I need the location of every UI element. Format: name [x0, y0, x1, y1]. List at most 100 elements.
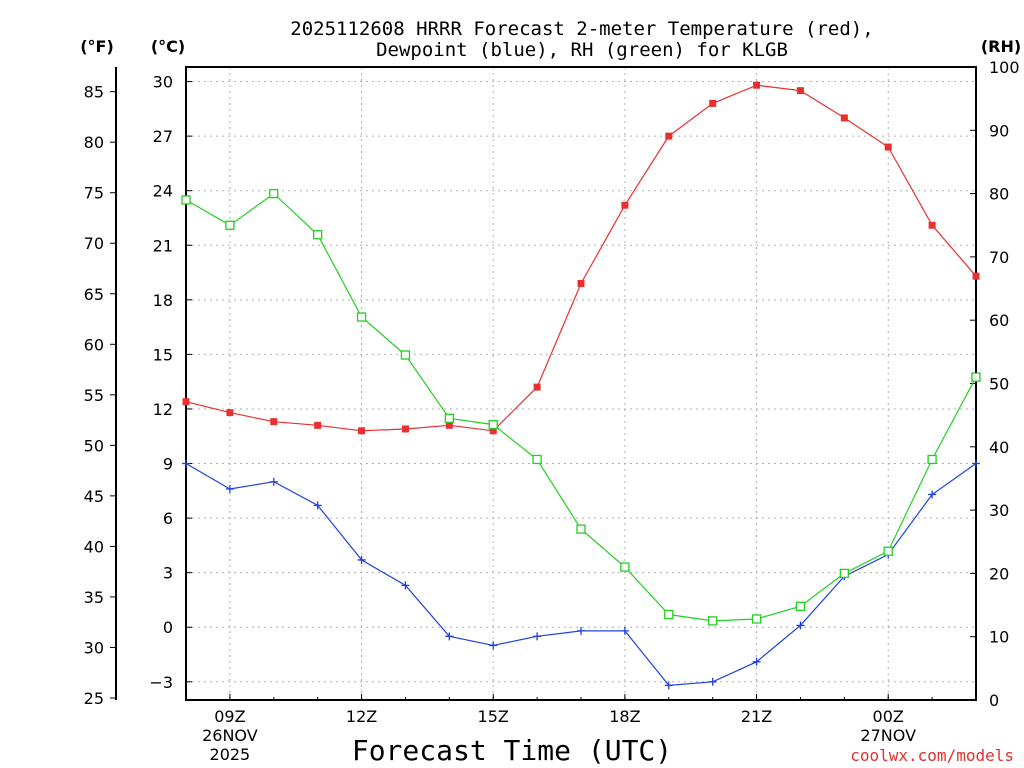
rh-point [269, 188, 279, 199]
credit-text: coolwx.com/models [850, 746, 1014, 765]
celsius-tick-label: 15 [153, 345, 173, 364]
temperature-series [182, 81, 980, 435]
rh-tick-label: 70 [989, 248, 1009, 267]
rh-point [620, 562, 630, 572]
celsius-tick-label: 12 [153, 400, 173, 419]
temperature-point [445, 421, 453, 429]
dewpoint-point [928, 490, 937, 499]
x-tick-label: 00Z [873, 707, 904, 726]
dewpoint-point [708, 677, 717, 686]
rh-point [576, 524, 586, 534]
rh-point [708, 616, 718, 626]
dewpoint-point [796, 621, 805, 630]
rh-point [181, 195, 191, 205]
rh-tick-label: 10 [989, 628, 1009, 647]
x-tick-label: 27NOV [860, 726, 916, 745]
fahrenheit-tick-label: 45 [84, 487, 104, 506]
fahrenheit-tick-label: 50 [84, 436, 104, 455]
rh-point [664, 609, 674, 620]
x-tick-label: 21Z [741, 707, 772, 726]
dewpoint-point [533, 632, 542, 641]
temperature-point [796, 87, 804, 95]
temperature-line [185, 84, 977, 432]
dewpoint-point [313, 501, 322, 510]
rh-tick-label: 30 [989, 501, 1009, 520]
rh-point [400, 350, 411, 360]
rh-tick-label: 80 [989, 185, 1009, 204]
rh-tick-label: 20 [989, 564, 1009, 583]
temperature-point [928, 221, 936, 229]
temperature-point [401, 425, 409, 433]
fahrenheit-tick-label: 40 [84, 537, 104, 556]
celsius-tick-label: 18 [153, 291, 173, 310]
fahrenheit-tick-label: 85 [84, 83, 104, 102]
rh-point [839, 568, 849, 579]
dewpoint-point [620, 626, 629, 635]
temperature-point [709, 99, 717, 107]
rh-tick-label: 50 [989, 375, 1009, 394]
temperature-point [884, 143, 892, 151]
chart-title-line2: Dewpoint (blue), RH (green) for KLGB [376, 39, 788, 61]
dewpoint-point [752, 657, 761, 666]
dewpoint-point [182, 459, 190, 468]
fahrenheit-tick-label: 25 [84, 689, 104, 708]
temperature-point [665, 132, 673, 140]
dewpoint-point [269, 477, 278, 486]
temperature-point [621, 201, 629, 209]
rh-point [971, 372, 981, 382]
plot-frame [185, 66, 977, 701]
x-tick-label: 12Z [346, 707, 377, 726]
rh-point [883, 546, 893, 556]
temperature-point [489, 427, 497, 435]
dewpoint-point [577, 626, 585, 635]
dewpoint-point [225, 485, 234, 493]
temperature-point [226, 409, 234, 417]
fahrenheit-unit-label: (°F) [80, 37, 114, 56]
rh-point [444, 413, 454, 423]
celsius-tick-label: 30 [153, 73, 173, 92]
fahrenheit-tick-label: 30 [84, 638, 104, 657]
rh-line [185, 192, 977, 622]
x-tick-label: 09Z [214, 707, 245, 726]
celsius-tick-label: 27 [153, 127, 173, 146]
temperature-point [314, 421, 322, 429]
dewpoint-series [182, 459, 980, 690]
fahrenheit-tick-label: 65 [84, 285, 104, 304]
celsius-unit-label: (°C) [151, 37, 185, 56]
rh-point [532, 454, 542, 465]
temperature-point [182, 398, 190, 406]
rh-tick-label: 40 [989, 438, 1009, 457]
celsius-tick-label: 3 [163, 564, 173, 583]
celsius-tick-label: 9 [163, 455, 173, 474]
fahrenheit-tick-label: 70 [84, 234, 104, 253]
temperature-point [972, 272, 980, 280]
rh-tick-label: 0 [989, 691, 999, 710]
dewpoint-point [357, 555, 366, 564]
rh-point [225, 220, 235, 230]
grid-lines [186, 67, 976, 700]
rh-point [488, 419, 498, 430]
celsius-tick-label: 6 [163, 509, 173, 528]
x-tick-label: 18Z [609, 707, 640, 726]
rh-point [751, 614, 762, 624]
rh-series [181, 188, 981, 626]
fahrenheit-tick-label: 80 [84, 133, 104, 152]
fahrenheit-tick-label: 35 [84, 588, 104, 607]
rh-tick-label: 90 [989, 121, 1009, 140]
temperature-point [577, 279, 585, 287]
x-tick-label: 2025 [210, 745, 251, 764]
temperature-point [840, 114, 848, 122]
dewpoint-point [664, 681, 673, 690]
x-tick-label: 26NOV [202, 726, 258, 745]
celsius-tick-label: 21 [153, 236, 173, 255]
rh-tick-label: 60 [989, 311, 1009, 330]
rh-point [927, 454, 937, 465]
rh-point [313, 230, 323, 240]
dewpoint-point [489, 641, 498, 650]
rh-point [795, 601, 806, 611]
dewpoint-point [972, 459, 980, 468]
temperature-point [753, 81, 761, 89]
rh-point [356, 312, 367, 322]
celsius-tick-label: −3 [149, 673, 173, 692]
